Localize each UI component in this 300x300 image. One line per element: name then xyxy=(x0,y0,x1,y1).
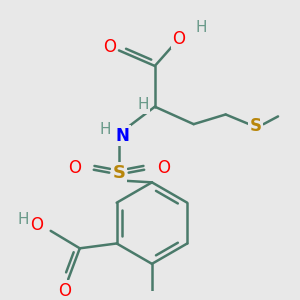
Text: H: H xyxy=(196,20,207,35)
Text: N: N xyxy=(116,127,130,145)
Text: O: O xyxy=(103,38,116,56)
Text: H: H xyxy=(18,212,29,227)
Text: O: O xyxy=(172,30,186,48)
Text: O: O xyxy=(58,282,71,300)
Text: O: O xyxy=(157,159,170,177)
Text: H: H xyxy=(137,97,149,112)
Text: S: S xyxy=(250,117,262,135)
Text: O: O xyxy=(68,159,81,177)
Text: S: S xyxy=(112,164,125,182)
Text: O: O xyxy=(31,216,44,234)
Text: H: H xyxy=(100,122,111,137)
